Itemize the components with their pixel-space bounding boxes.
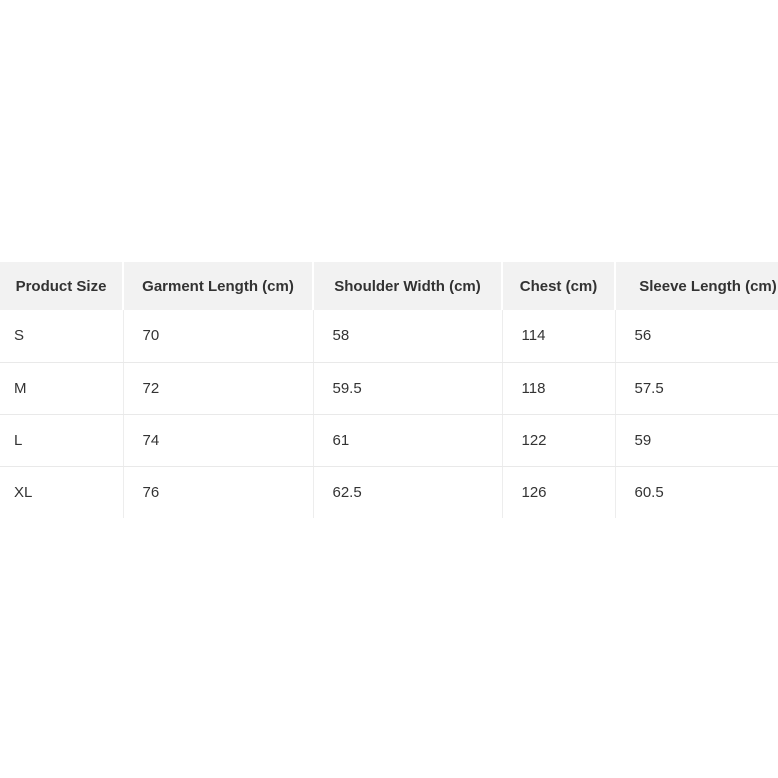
cell-garment-length: 72 <box>122 362 313 415</box>
cell-size: M <box>0 362 123 415</box>
size-chart-header: Product Size Garment Length (cm) Shoulde… <box>0 262 778 310</box>
cell-size: L <box>0 414 123 467</box>
cell-sleeve-length: 60.5 <box>614 466 778 518</box>
cell-sleeve-length: 59 <box>614 414 778 467</box>
column-header-sleeve-length: Sleeve Length (cm) <box>614 262 778 310</box>
column-header-chest: Chest (cm) <box>501 262 615 310</box>
table-row-size-s: S 70 58 114 56 <box>0 310 778 363</box>
cell-sleeve-length: 56 <box>614 310 778 363</box>
cell-garment-length: 70 <box>122 310 313 363</box>
cell-chest: 122 <box>501 414 615 467</box>
column-header-product-size: Product Size <box>0 262 123 310</box>
size-chart-viewport: Product Size Garment Length (cm) Shoulde… <box>0 262 778 518</box>
cell-garment-length: 76 <box>122 466 313 518</box>
table-row-size-l: L 74 61 122 59 <box>0 414 778 467</box>
cell-shoulder-width: 62.5 <box>312 466 502 518</box>
cell-shoulder-width: 59.5 <box>312 362 502 415</box>
cell-sleeve-length: 57.5 <box>614 362 778 415</box>
cell-shoulder-width: 58 <box>312 310 502 363</box>
cell-chest: 114 <box>501 310 615 363</box>
cell-shoulder-width: 61 <box>312 414 502 467</box>
table-row-size-xl: XL 76 62.5 126 60.5 <box>0 466 778 518</box>
cell-chest: 126 <box>501 466 615 518</box>
cell-chest: 118 <box>501 362 615 415</box>
size-chart-body: S 70 58 114 56 M 72 59.5 118 57.5 L 74 6… <box>0 310 778 518</box>
cell-size: XL <box>0 466 123 518</box>
column-header-shoulder-width: Shoulder Width (cm) <box>312 262 502 310</box>
cell-size: S <box>0 310 123 363</box>
cell-garment-length: 74 <box>122 414 313 467</box>
size-chart-table: Product Size Garment Length (cm) Shoulde… <box>0 262 778 518</box>
table-row-size-m: M 72 59.5 118 57.5 <box>0 362 778 415</box>
column-header-garment-length: Garment Length (cm) <box>122 262 313 310</box>
header-row: Product Size Garment Length (cm) Shoulde… <box>0 262 778 310</box>
